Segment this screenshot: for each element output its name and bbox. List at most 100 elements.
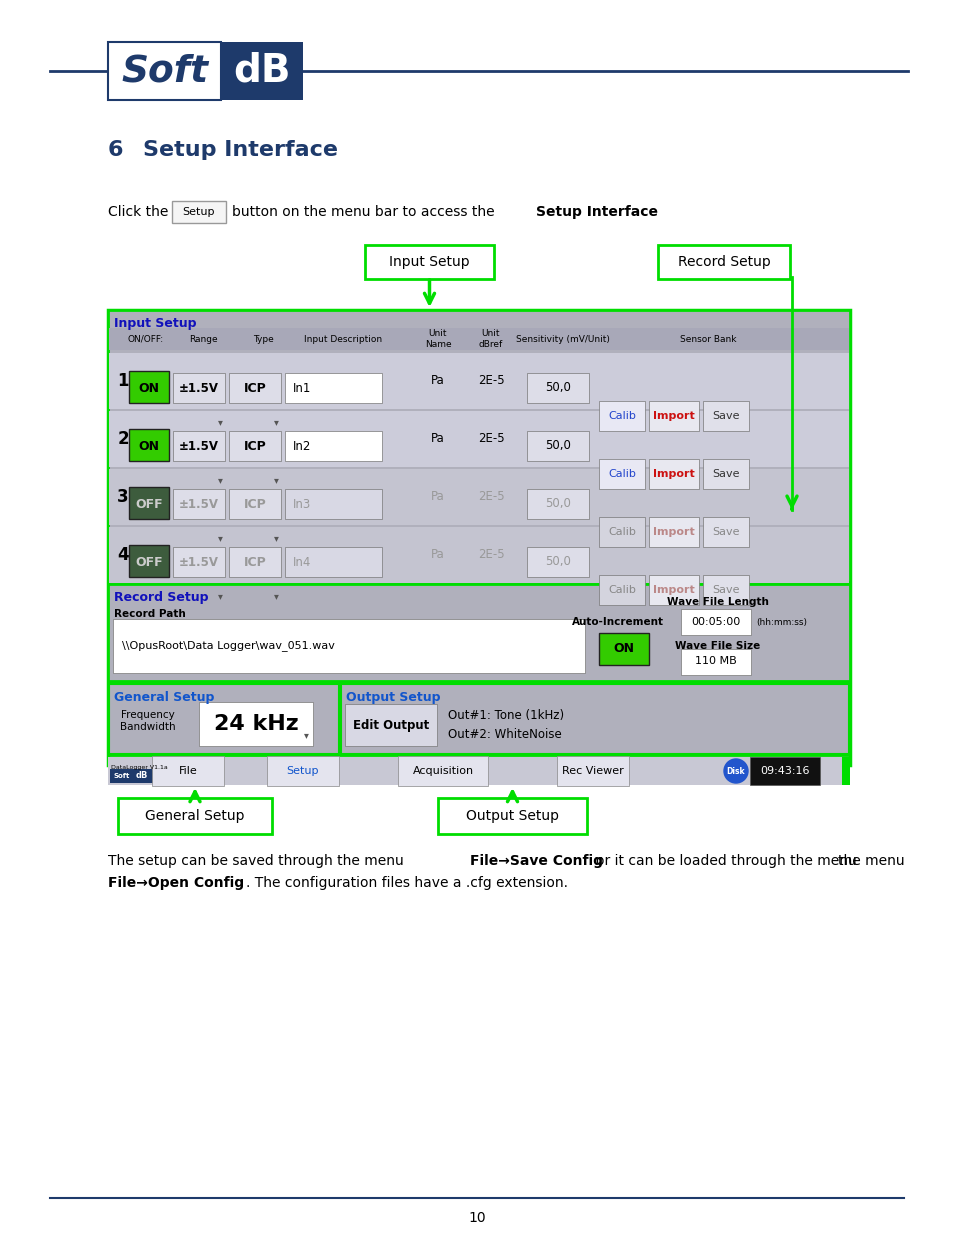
- FancyBboxPatch shape: [658, 245, 789, 279]
- Text: 2E-5: 2E-5: [477, 432, 504, 446]
- FancyBboxPatch shape: [702, 459, 748, 489]
- Text: Auto-Increment: Auto-Increment: [572, 618, 663, 627]
- Text: or it can be loaded through the menu: or it can be loaded through the menu: [596, 853, 856, 868]
- Text: In1: In1: [293, 382, 311, 394]
- Text: 50,0: 50,0: [544, 556, 570, 568]
- Text: Frequency
Bandwidth: Frequency Bandwidth: [120, 710, 175, 732]
- Text: ON: ON: [138, 440, 159, 452]
- FancyBboxPatch shape: [109, 411, 848, 467]
- Circle shape: [723, 760, 747, 783]
- Text: The setup can be saved through the menu: The setup can be saved through the menu: [108, 853, 403, 868]
- Text: Sensitivity (mV/Unit): Sensitivity (mV/Unit): [516, 335, 609, 343]
- FancyBboxPatch shape: [598, 459, 644, 489]
- Text: ICP: ICP: [243, 556, 266, 568]
- FancyBboxPatch shape: [108, 683, 849, 755]
- Text: File→Open Config: File→Open Config: [108, 876, 244, 890]
- Text: OFF: OFF: [135, 556, 163, 568]
- Text: ICP: ICP: [243, 382, 266, 394]
- FancyBboxPatch shape: [749, 757, 820, 785]
- Text: ON: ON: [613, 642, 634, 656]
- FancyBboxPatch shape: [285, 431, 381, 461]
- Text: 50,0: 50,0: [544, 382, 570, 394]
- Text: Input Setup: Input Setup: [389, 254, 469, 269]
- Text: In3: In3: [293, 498, 311, 510]
- Text: Input Setup: Input Setup: [113, 317, 196, 331]
- FancyBboxPatch shape: [345, 704, 436, 746]
- Text: the menu: the menu: [837, 853, 903, 868]
- FancyBboxPatch shape: [598, 517, 644, 547]
- Text: Soft: Soft: [121, 53, 208, 89]
- FancyBboxPatch shape: [397, 756, 488, 785]
- FancyBboxPatch shape: [365, 245, 494, 279]
- Text: Output Setup: Output Setup: [465, 809, 558, 823]
- Text: Pa: Pa: [431, 374, 444, 388]
- FancyBboxPatch shape: [229, 489, 281, 519]
- FancyBboxPatch shape: [648, 576, 699, 605]
- Text: 1: 1: [117, 372, 129, 390]
- FancyBboxPatch shape: [526, 373, 588, 403]
- Text: Wave File Size: Wave File Size: [675, 641, 760, 651]
- FancyBboxPatch shape: [841, 757, 849, 785]
- Text: Edit Output: Edit Output: [353, 719, 429, 731]
- Text: Calib: Calib: [607, 585, 636, 595]
- Text: In2: In2: [293, 440, 311, 452]
- FancyBboxPatch shape: [598, 576, 644, 605]
- FancyBboxPatch shape: [129, 370, 169, 403]
- Text: Import: Import: [653, 469, 694, 479]
- FancyBboxPatch shape: [112, 619, 584, 673]
- Text: 24 kHz: 24 kHz: [213, 714, 298, 734]
- Text: Import: Import: [653, 411, 694, 421]
- FancyBboxPatch shape: [129, 429, 169, 461]
- Text: Calib: Calib: [607, 469, 636, 479]
- Text: General Setup: General Setup: [145, 809, 245, 823]
- Text: Record Setup: Record Setup: [677, 254, 770, 269]
- Text: Rec Viewer: Rec Viewer: [561, 766, 623, 776]
- Text: Calib: Calib: [607, 527, 636, 537]
- Text: ±1.5V: ±1.5V: [179, 498, 219, 510]
- FancyBboxPatch shape: [129, 545, 169, 577]
- Text: Acquisition: Acquisition: [412, 766, 473, 776]
- Text: ▾: ▾: [217, 534, 222, 543]
- FancyBboxPatch shape: [437, 798, 586, 834]
- Text: Out#1: Tone (1kHz): Out#1: Tone (1kHz): [448, 709, 563, 721]
- Text: DataLogger V1.1a: DataLogger V1.1a: [111, 764, 168, 769]
- FancyBboxPatch shape: [221, 42, 303, 100]
- FancyBboxPatch shape: [680, 609, 750, 635]
- FancyBboxPatch shape: [109, 684, 338, 755]
- FancyBboxPatch shape: [109, 527, 848, 583]
- Text: . The configuration files have a .cfg extension.: . The configuration files have a .cfg ex…: [246, 876, 567, 890]
- Text: Pa: Pa: [431, 548, 444, 562]
- FancyBboxPatch shape: [285, 373, 381, 403]
- Text: ±1.5V: ±1.5V: [179, 382, 219, 394]
- FancyBboxPatch shape: [199, 701, 313, 746]
- FancyBboxPatch shape: [172, 201, 226, 224]
- Text: \\OpusRoot\Data Logger\wav_051.wav: \\OpusRoot\Data Logger\wav_051.wav: [122, 641, 335, 651]
- Text: 110 MB: 110 MB: [695, 656, 736, 666]
- Text: 50,0: 50,0: [544, 440, 570, 452]
- FancyBboxPatch shape: [598, 401, 644, 431]
- FancyBboxPatch shape: [110, 769, 160, 783]
- Text: Save: Save: [712, 527, 739, 537]
- Text: Pa: Pa: [431, 490, 444, 504]
- Text: ON: ON: [138, 382, 159, 394]
- FancyBboxPatch shape: [229, 373, 281, 403]
- Text: Type: Type: [253, 335, 274, 343]
- FancyBboxPatch shape: [267, 756, 338, 785]
- Text: Setup Interface: Setup Interface: [536, 205, 658, 219]
- FancyBboxPatch shape: [172, 489, 225, 519]
- Text: File: File: [178, 766, 197, 776]
- Text: Unit
Name: Unit Name: [424, 330, 451, 348]
- FancyBboxPatch shape: [108, 42, 221, 100]
- Text: 6: 6: [108, 140, 123, 161]
- Text: Save: Save: [712, 585, 739, 595]
- FancyBboxPatch shape: [702, 576, 748, 605]
- FancyBboxPatch shape: [285, 547, 381, 577]
- Text: ▾: ▾: [217, 592, 222, 601]
- FancyBboxPatch shape: [526, 547, 588, 577]
- Text: 2E-5: 2E-5: [477, 490, 504, 504]
- FancyBboxPatch shape: [172, 431, 225, 461]
- Text: dB: dB: [233, 52, 291, 90]
- Text: Setup: Setup: [287, 766, 319, 776]
- FancyBboxPatch shape: [598, 634, 648, 664]
- Text: Unit
dBref: Unit dBref: [478, 330, 502, 348]
